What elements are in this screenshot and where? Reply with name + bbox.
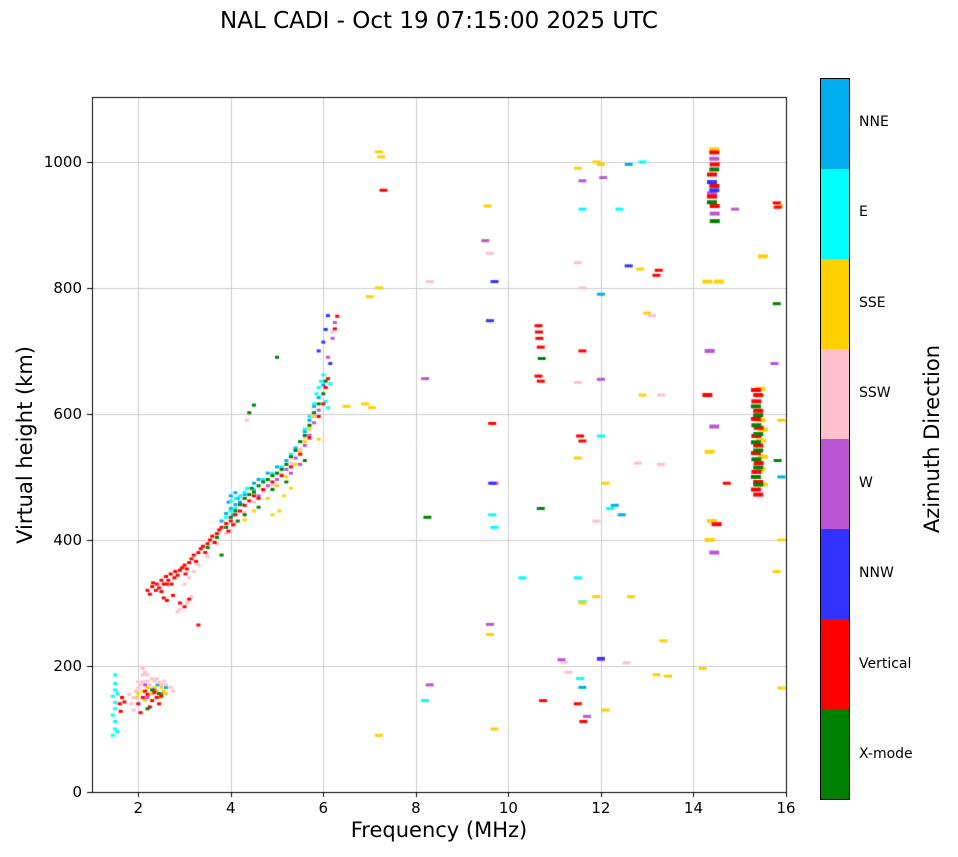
y-tick-label-200: 200 [53,656,82,675]
colorbar [820,78,850,800]
colorbar-label-w: W [859,475,873,492]
colorbar-band-x-mode [821,709,849,799]
colorbar-label-x-mode: X-mode [859,745,913,762]
colorbar-band-vertical [821,619,849,709]
y-axis-label-wrap: Virtual height (km) [10,97,40,792]
y-tick-label-0: 0 [72,783,82,801]
x-tick-label-14: 14 [683,799,703,817]
x-tick-label-8: 8 [411,799,421,817]
x-axis-label: Frequency (MHz) [350,818,528,842]
colorbar-band-e [821,169,849,259]
x-tick-label-10: 10 [498,799,518,817]
colorbar-label-ssw: SSW [859,384,891,401]
colorbar-band-sse [821,259,849,349]
colorbar-axis-label-wrap: Azimuth Direction [915,78,949,800]
x-tick-label-12: 12 [591,799,611,817]
colorbar-axis-label: Azimuth Direction [920,344,944,534]
x-tick-label-16: 16 [776,799,796,817]
colorbar-label-nne: NNE [859,114,889,131]
x-tick-label-6: 6 [318,799,329,817]
x-tick-label-4: 4 [226,799,236,817]
colorbar-band-w [821,439,849,529]
x-tick-label-2: 2 [133,799,144,817]
y-tick-label-800: 800 [53,278,82,297]
y-tick-label-600: 600 [53,404,82,423]
y-tick-label-400: 400 [53,530,82,549]
colorbar-label-vertical: Vertical [859,655,912,672]
colorbar-band-nne [821,79,849,169]
colorbar-label-e: E [859,204,868,221]
colorbar-label-nnw: NNW [859,565,894,582]
chart-title: NAL CADI - Oct 19 07:15:00 2025 UTC [220,8,658,34]
y-tick-label-1000: 1000 [43,152,82,171]
colorbar-label-sse: SSE [859,294,886,311]
colorbar-band-ssw [821,349,849,439]
colorbar-band-nnw [821,529,849,619]
y-axis-label: Virtual height (km) [13,345,37,544]
